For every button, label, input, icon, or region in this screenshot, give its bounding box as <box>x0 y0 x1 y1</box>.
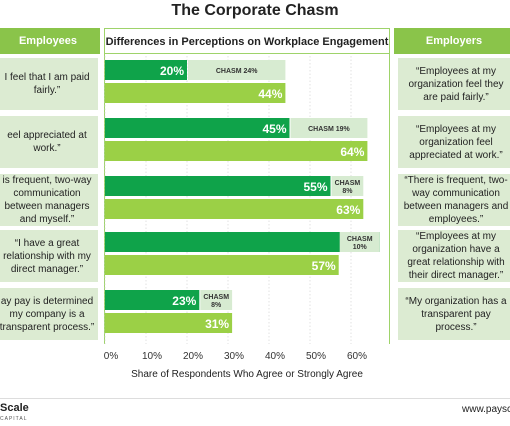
bar-value-label: 45% <box>262 122 286 136</box>
chasm-box <box>331 176 364 196</box>
bar-value-label: 55% <box>303 180 327 194</box>
chasm-box <box>290 118 368 138</box>
employee-statement: “I have a great relationship with my dir… <box>0 230 98 282</box>
bar-value-label: 31% <box>205 317 229 331</box>
chasm-box <box>188 60 286 80</box>
bar-value-label: 63% <box>336 203 360 217</box>
chasm-label: CHASM 19% <box>308 126 350 133</box>
employee-statement: I feel that I am paid fairly.” <box>0 58 98 110</box>
chart-header: Differences in Perceptions on Workplace … <box>104 28 390 54</box>
x-tick-label: 40% <box>265 351 285 362</box>
bar-value-label: 57% <box>312 259 336 273</box>
employer-bar <box>105 141 368 161</box>
employee-statement: ay pay is determined my company is a tra… <box>0 288 98 340</box>
employer-statement: “Employees at my organization feel they … <box>398 58 510 110</box>
footer-brand-sub: CAPITAL <box>0 416 28 422</box>
employees-header: Employees <box>0 28 100 54</box>
x-tick-label: 10% <box>142 351 162 362</box>
chasm-label: CHASM 8% <box>335 180 361 195</box>
employers-header: Employers <box>394 28 510 54</box>
employer-bar <box>105 255 339 275</box>
employer-statement: “My organization has a transparent pay p… <box>398 288 510 340</box>
bar-value-label: 20% <box>160 64 184 78</box>
employer-statement: “Employees at my organization have a gre… <box>398 230 510 282</box>
bar-value-label: 23% <box>172 294 196 308</box>
employee-bar <box>105 290 200 310</box>
bar-value-label: 44% <box>258 87 282 101</box>
employee-statement: is frequent, two-way communication betwe… <box>0 174 98 226</box>
chasm-box <box>339 232 380 252</box>
employee-statement: eel appreciated at work.” <box>0 116 98 168</box>
x-tick-label: 30% <box>224 351 244 362</box>
employer-statement: “Employees at my organization feel appre… <box>398 116 510 168</box>
x-tick-label: 60% <box>347 351 367 362</box>
footer-url: www.paysc <box>462 404 510 415</box>
chasm-label: CHASM 10% <box>347 236 373 251</box>
x-tick-label: 50% <box>306 351 326 362</box>
employee-bar <box>105 176 331 196</box>
employee-bar <box>105 118 290 138</box>
x-tick-label: 20% <box>183 351 203 362</box>
employer-statement: “There is frequent, two-way communicatio… <box>398 174 510 226</box>
chart-frame <box>104 54 390 344</box>
bar-value-label: 64% <box>340 145 364 159</box>
employer-bar <box>105 313 233 333</box>
employer-bar <box>105 83 286 103</box>
footer-divider <box>0 398 510 399</box>
employer-bar <box>105 199 364 219</box>
chart-title: The Corporate Chasm <box>171 2 339 19</box>
chasm-label: CHASM 24% <box>216 68 258 75</box>
chasm-label: CHASM 8% <box>203 294 229 309</box>
employee-bar <box>105 60 187 80</box>
chasm-box <box>200 290 233 310</box>
footer-brand: Scale <box>0 402 29 414</box>
x-tick-label: 0% <box>104 351 119 362</box>
employee-bar <box>105 232 380 252</box>
x-axis-title: Share of Respondents Who Agree or Strong… <box>131 369 363 380</box>
